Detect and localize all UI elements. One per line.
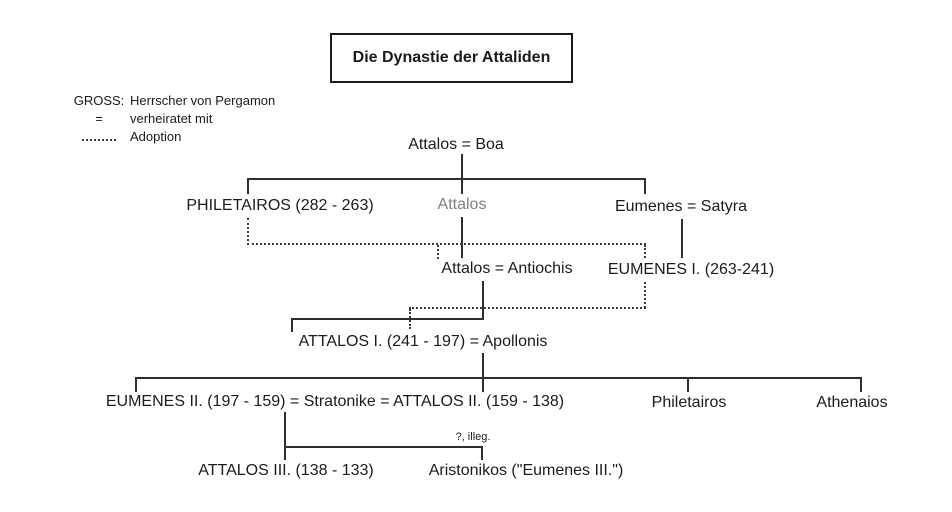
line-drop-eumenes-satyra (644, 178, 646, 194)
legend: GROSS: Herrscher von Pergamon = verheira… (68, 92, 276, 146)
line-attalosboa-drop (461, 154, 463, 194)
sibling-bar-gen4 (135, 377, 862, 379)
sibling-bar-gen5 (284, 446, 483, 448)
adoption-line-to-eumenes-i (644, 245, 646, 258)
line-stratonike-child-drop (284, 412, 286, 460)
legend-row-married: = verheiratet mit (68, 110, 275, 128)
legend-symbol-gross: GROSS: (73, 93, 125, 108)
line-drop-philetairos-son (687, 377, 689, 392)
line-drop-philetairos (247, 178, 249, 194)
line-drop-eumenes-ii (135, 377, 137, 392)
node-attalos-iii: ATTALOS III. (138 - 133) (198, 462, 374, 479)
node-athenaios: Athenaios (816, 394, 888, 411)
node-philetairos: PHILETAIROS (282 - 263) (186, 197, 374, 214)
dotted-line-icon (68, 128, 130, 146)
adoption-line-to-attalos-antiochis (437, 245, 439, 259)
line-antiochis-child-horizontal (291, 318, 484, 320)
legend-symbol-equals: = (95, 111, 103, 126)
adoption-line-to-attalos-i (409, 309, 411, 329)
node-attalos-boa: Attalos = Boa (408, 136, 504, 153)
line-drop-athenaios (860, 377, 862, 392)
adoption-line-philetairos-drop (247, 218, 249, 245)
legend-label-married: verheiratet mit (130, 111, 213, 126)
node-attalos-i-apollonis: ATTALOS I. (241 - 197) = Apollonis (298, 333, 548, 350)
node-attalos-antiochis: Attalos = Antiochis (441, 260, 573, 277)
line-apollonis-child-drop (482, 353, 484, 392)
diagram-title-box: Die Dynastie der Attaliden (330, 33, 573, 83)
line-eumenessatyra-to-eumenesi (681, 219, 683, 258)
label-illegitimate: ?, illeg. (455, 431, 491, 443)
line-attalosson-to-antiochis (461, 217, 463, 258)
legend-row-ruler: GROSS: Herrscher von Pergamon (68, 92, 276, 110)
legend-label-ruler: Herrscher von Pergamon (130, 93, 276, 108)
diagram-title: Die Dynastie der Attaliden (352, 49, 551, 66)
legend-label-adoption: Adoption (130, 129, 182, 144)
line-antiochis-child-drop (482, 281, 484, 320)
adoption-line-eumenesi-horizontal (409, 307, 646, 309)
node-eumenes-i: EUMENES I. (263-241) (607, 261, 775, 278)
node-aristonikos: Aristonikos ("Eumenes III.") (428, 462, 624, 479)
node-attalos-son: Attalos (437, 196, 487, 213)
node-philetairos-son: Philetairos (651, 394, 727, 411)
line-drop-attalos-i (291, 318, 293, 332)
adoption-line-philetairos-horizontal (247, 243, 646, 245)
node-eumenes-satyra: Eumenes = Satyra (614, 198, 748, 215)
legend-row-adoption: Adoption (68, 128, 275, 146)
adoption-line-eumenesi-drop (644, 282, 646, 308)
line-drop-aristonikos (481, 446, 483, 460)
sibling-bar-gen1 (247, 178, 646, 180)
node-eumenes-ii-stratonike-attalos-ii: EUMENES II. (197 - 159) = Stratonike = A… (105, 393, 565, 410)
